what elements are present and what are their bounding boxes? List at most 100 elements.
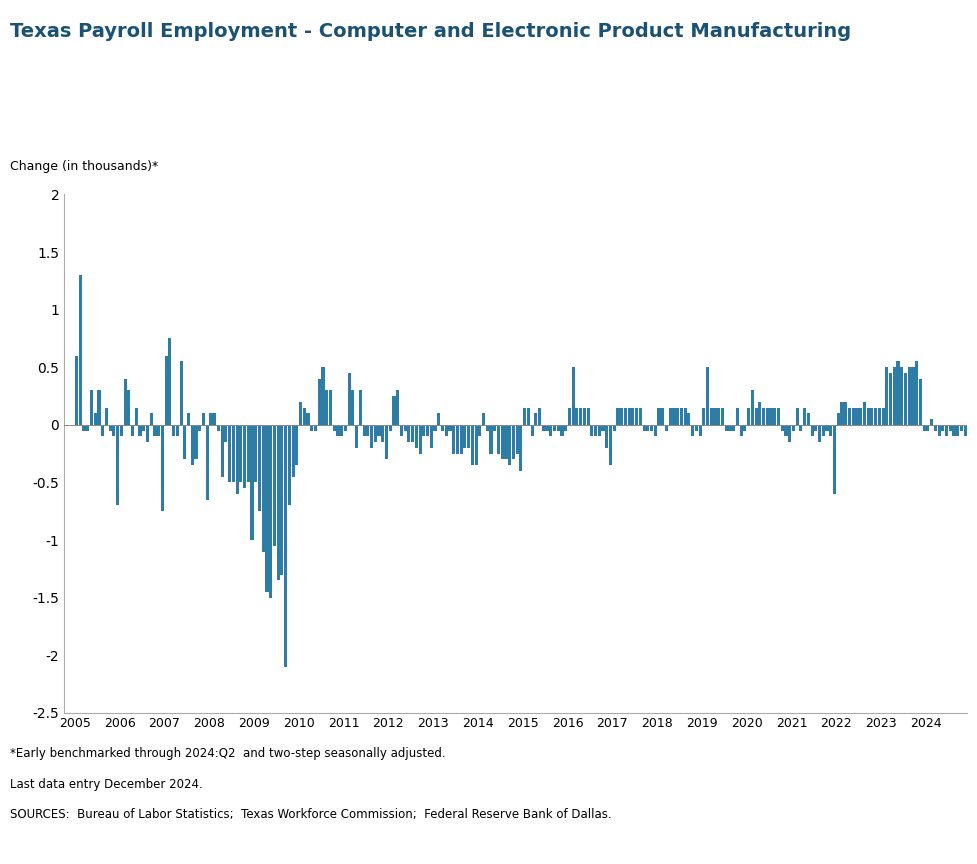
Bar	[161, 425, 164, 511]
Bar	[79, 275, 82, 425]
Bar	[702, 408, 705, 425]
Bar	[836, 413, 840, 425]
Bar	[908, 367, 911, 425]
Bar	[945, 425, 948, 436]
Bar	[881, 408, 884, 425]
Bar	[516, 425, 519, 454]
Bar	[811, 425, 814, 436]
Bar	[318, 378, 320, 425]
Bar	[325, 391, 328, 425]
Bar	[668, 408, 672, 425]
Bar	[437, 413, 441, 425]
Bar	[799, 425, 802, 430]
Bar	[877, 408, 881, 425]
Bar	[187, 413, 191, 425]
Bar	[180, 361, 183, 425]
Bar	[247, 425, 250, 482]
Bar	[852, 408, 855, 425]
Bar	[243, 425, 246, 488]
Bar	[695, 425, 698, 430]
Bar	[471, 425, 474, 465]
Bar	[377, 425, 381, 436]
Bar	[713, 408, 716, 425]
Bar	[235, 425, 238, 494]
Bar	[168, 339, 172, 425]
Bar	[897, 361, 900, 425]
Bar	[822, 425, 825, 436]
Bar	[75, 356, 78, 425]
Bar	[108, 425, 111, 430]
Bar	[157, 425, 160, 436]
Bar	[766, 408, 769, 425]
Bar	[194, 425, 197, 460]
Bar	[788, 425, 791, 442]
Bar	[743, 425, 746, 430]
Bar	[482, 413, 486, 425]
Bar	[754, 408, 758, 425]
Bar	[553, 425, 556, 430]
Bar	[239, 425, 242, 482]
Bar	[489, 425, 492, 454]
Bar	[795, 408, 799, 425]
Bar	[889, 373, 892, 425]
Bar	[262, 425, 265, 551]
Bar	[912, 367, 914, 425]
Bar	[792, 425, 795, 430]
Bar	[135, 408, 138, 425]
Bar	[123, 378, 127, 425]
Bar	[650, 425, 654, 430]
Bar	[699, 425, 701, 436]
Bar	[557, 425, 560, 430]
Bar	[732, 425, 736, 430]
Bar	[915, 361, 918, 425]
Bar	[538, 408, 541, 425]
Bar	[139, 425, 142, 436]
Bar	[758, 402, 761, 425]
Bar	[176, 425, 179, 436]
Bar	[426, 425, 429, 436]
Bar	[493, 425, 496, 430]
Bar	[393, 396, 396, 425]
Bar	[561, 425, 564, 436]
Bar	[709, 408, 713, 425]
Bar	[785, 425, 787, 436]
Bar	[340, 425, 343, 436]
Bar	[276, 425, 279, 581]
Bar	[445, 425, 447, 436]
Bar	[434, 425, 437, 430]
Bar	[467, 425, 470, 448]
Bar	[288, 425, 291, 505]
Bar	[938, 425, 941, 436]
Bar	[781, 425, 784, 430]
Bar	[418, 425, 422, 454]
Bar	[273, 425, 276, 546]
Bar	[717, 408, 720, 425]
Bar	[385, 425, 388, 460]
Bar	[777, 408, 780, 425]
Bar	[721, 408, 724, 425]
Bar	[922, 425, 926, 430]
Bar	[225, 425, 228, 442]
Bar	[598, 425, 601, 436]
Bar	[572, 367, 574, 425]
Bar	[359, 391, 361, 425]
Bar	[370, 425, 373, 448]
Bar	[332, 425, 336, 430]
Bar	[459, 425, 463, 454]
Bar	[706, 367, 709, 425]
Bar	[520, 425, 523, 471]
Bar	[564, 425, 568, 430]
Bar	[583, 408, 586, 425]
Bar	[422, 425, 425, 436]
Bar	[953, 425, 956, 436]
Bar	[691, 425, 695, 436]
Bar	[871, 408, 873, 425]
Bar	[355, 425, 359, 448]
Text: Texas Payroll Employment - Computer and Electronic Product Manufacturing: Texas Payroll Employment - Computer and …	[10, 22, 851, 41]
Bar	[680, 408, 683, 425]
Bar	[512, 425, 515, 460]
Bar	[609, 425, 612, 465]
Bar	[202, 413, 205, 425]
Bar	[643, 425, 646, 430]
Bar	[463, 425, 466, 448]
